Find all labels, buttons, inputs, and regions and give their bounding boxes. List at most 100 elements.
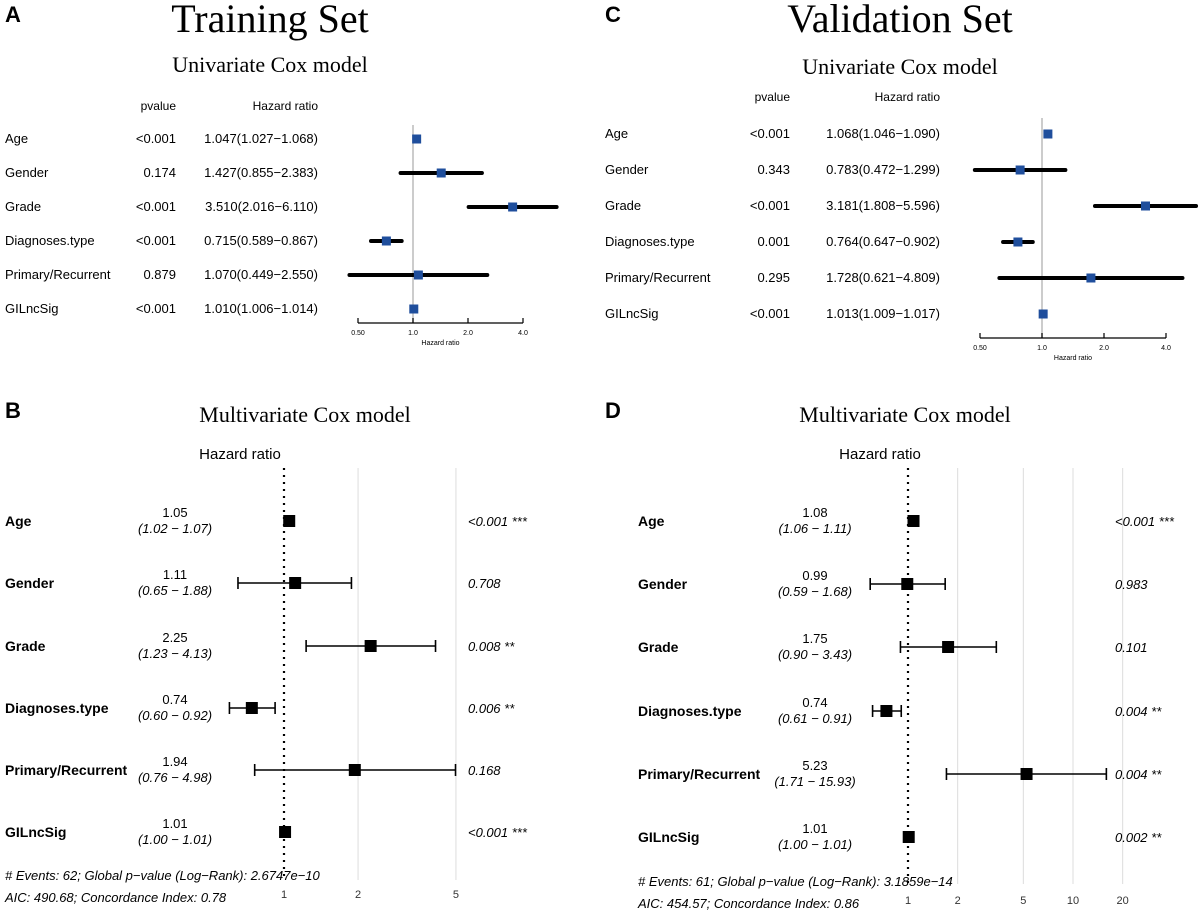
hr-marker (880, 705, 893, 717)
row-estimate: 0.74 (802, 695, 827, 710)
footer-aic: AIC: 454.57; Concordance Index: 0.86 (637, 896, 860, 911)
row-hazard-ratio: 1.047(1.027−1.068) (204, 131, 318, 146)
row-pvalue: 0.879 (143, 267, 176, 282)
row-pvalue: 0.168 (468, 763, 501, 778)
row-hazard-ratio: 1.010(1.006−1.014) (204, 301, 318, 316)
row-hazard-ratio: 0.764(0.647−0.902) (826, 234, 940, 249)
panel-letter: A (5, 2, 21, 27)
hr-marker (942, 641, 955, 653)
panel-letter: D (605, 398, 621, 423)
row-label: Age (638, 513, 665, 529)
row-hazard-ratio: 0.783(0.472−1.299) (826, 162, 940, 177)
row-estimate: 0.99 (802, 568, 827, 583)
chart-title: Training Set (171, 0, 368, 41)
row-label: Primary/Recurrent (605, 270, 711, 285)
row-label: Age (5, 513, 32, 529)
row-pvalue: 0.006 ** (468, 701, 515, 716)
hr-marker (279, 826, 292, 838)
x-tick-label: 10 (1067, 895, 1079, 907)
hr-marker (409, 304, 419, 314)
column-header-hazard-ratio: Hazard ratio (199, 446, 281, 463)
row-label: Grade (638, 639, 679, 655)
hr-marker (1043, 129, 1053, 139)
row-confidence-interval: (0.61 − 0.91) (778, 711, 852, 726)
row-label: GILncSig (605, 306, 658, 321)
x-axis-label: Hazard ratio (1054, 355, 1092, 362)
row-hazard-ratio: 1.728(0.621−4.809) (826, 270, 940, 285)
row-pvalue: <0.001 (136, 301, 176, 316)
row-estimate: 1.11 (163, 567, 187, 582)
column-header-pvalue: pvalue (141, 99, 177, 113)
footer-aic: AIC: 490.68; Concordance Index: 0.78 (4, 890, 227, 905)
row-estimate: 1.01 (162, 816, 187, 831)
x-tick-label: 0.50 (973, 345, 987, 352)
row-estimate: 5.23 (802, 758, 827, 773)
row-hazard-ratio: 1.070(0.449−2.550) (204, 267, 318, 282)
row-label: Gender (5, 165, 49, 180)
row-pvalue: 0.295 (757, 270, 790, 285)
x-tick-label: 1.0 (408, 330, 418, 337)
row-label: Diagnoses.type (5, 700, 109, 716)
hr-marker (1020, 768, 1033, 780)
row-pvalue: 0.004 ** (1115, 704, 1162, 719)
row-estimate: 2.25 (162, 630, 187, 645)
row-pvalue: <0.001 (136, 199, 176, 214)
row-pvalue: <0.001 *** (1115, 514, 1175, 529)
row-confidence-interval: (1.00 − 1.01) (138, 832, 212, 847)
row-pvalue: 0.002 ** (1115, 830, 1162, 845)
panel-letter: C (605, 2, 621, 27)
row-label: GILncSig (638, 829, 699, 845)
row-label: GILncSig (5, 301, 58, 316)
hr-marker (902, 831, 915, 843)
row-label: Grade (605, 198, 641, 213)
hr-marker (245, 702, 258, 714)
footer-events: # Events: 61; Global p−value (Log−Rank):… (638, 874, 953, 889)
row-pvalue: <0.001 (136, 131, 176, 146)
hr-marker (1013, 237, 1023, 247)
column-header-hazard-ratio: Hazard ratio (875, 90, 941, 104)
x-tick-label: 1.0 (1037, 345, 1047, 352)
row-label: Age (5, 131, 28, 146)
hr-marker (1141, 201, 1151, 211)
row-confidence-interval: (0.60 − 0.92) (138, 708, 212, 723)
row-label: Diagnoses.type (605, 234, 695, 249)
hr-marker (283, 515, 296, 527)
row-pvalue: 0.343 (757, 162, 790, 177)
hr-marker (381, 236, 391, 246)
row-pvalue: 0.004 ** (1115, 767, 1162, 782)
x-tick-label: 1 (281, 889, 287, 901)
hr-marker (1086, 273, 1096, 283)
x-tick-label: 2 (955, 895, 961, 907)
x-tick-label: 5 (1020, 895, 1026, 907)
row-hazard-ratio: 1.427(0.855−2.383) (204, 165, 318, 180)
row-confidence-interval: (1.71 − 15.93) (774, 774, 855, 789)
hr-marker (348, 764, 361, 776)
hr-marker (412, 134, 422, 144)
row-pvalue: <0.001 (750, 198, 790, 213)
row-estimate: 1.08 (802, 505, 827, 520)
row-confidence-interval: (0.76 − 4.98) (138, 770, 212, 785)
row-label: Primary/Recurrent (638, 766, 761, 782)
hr-marker (907, 515, 920, 527)
chart-title: Multivariate Cox model (199, 402, 410, 427)
hr-marker (1015, 165, 1025, 175)
row-pvalue: <0.001 (750, 306, 790, 321)
column-header-hazard-ratio: Hazard ratio (839, 446, 921, 463)
x-tick-label: 2.0 (463, 330, 473, 337)
row-label: Grade (5, 199, 41, 214)
x-tick-label: 4.0 (1161, 345, 1171, 352)
row-hazard-ratio: 0.715(0.589−0.867) (204, 233, 318, 248)
row-label: Primary/Recurrent (5, 762, 128, 778)
row-label: Grade (5, 638, 46, 654)
row-pvalue: 0.174 (143, 165, 176, 180)
row-pvalue: <0.001 *** (468, 825, 528, 840)
x-tick-label: 5 (453, 889, 459, 901)
x-tick-label: 20 (1117, 895, 1129, 907)
hr-marker (364, 640, 377, 652)
row-pvalue: <0.001 *** (468, 514, 528, 529)
row-label: Gender (5, 575, 55, 591)
chart-title: Multivariate Cox model (799, 402, 1010, 427)
row-label: Gender (605, 162, 649, 177)
hr-marker (508, 202, 518, 212)
